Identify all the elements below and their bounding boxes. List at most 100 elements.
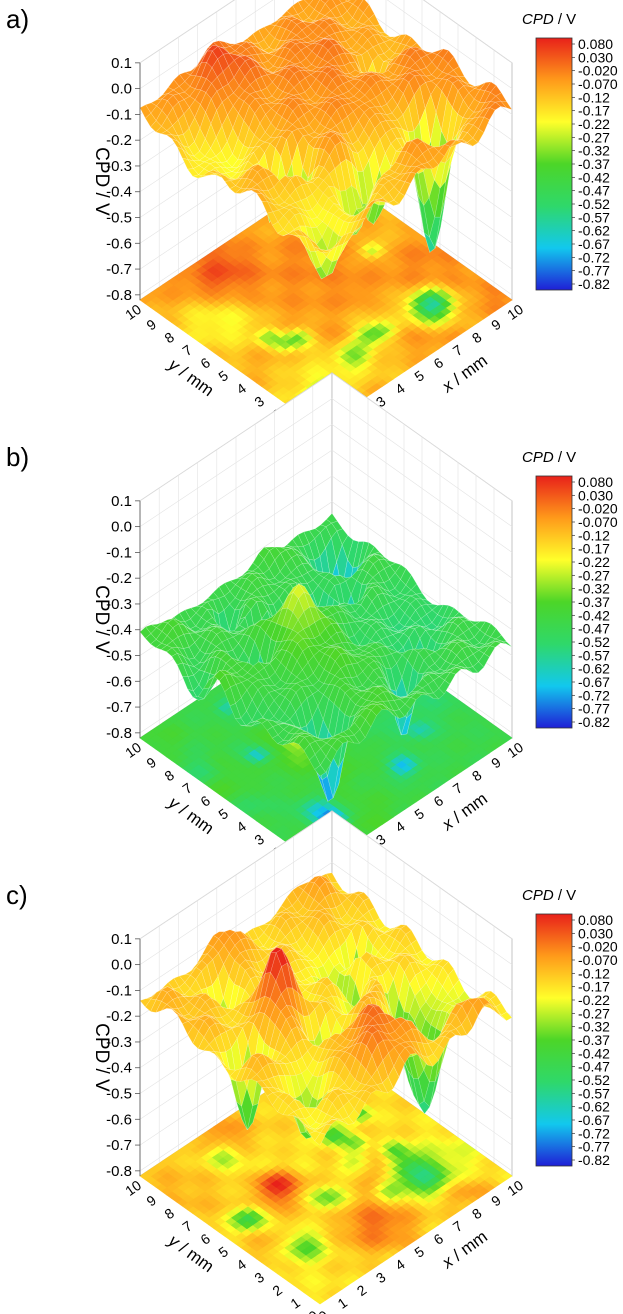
surface-cell bbox=[455, 139, 467, 144]
surface-cell bbox=[365, 615, 378, 620]
colorbar-tick-label: -0.020 bbox=[578, 63, 618, 79]
surface-cell bbox=[195, 50, 208, 68]
x-tick-label: 6 bbox=[431, 354, 447, 372]
surface-cell bbox=[495, 640, 507, 645]
surface-cell bbox=[235, 577, 247, 589]
surface-cell bbox=[339, 0, 348, 4]
z-tick-label: -0.1 bbox=[106, 544, 132, 561]
colorbar-tick-label: -0.67 bbox=[578, 674, 610, 690]
surface-cell bbox=[473, 102, 486, 113]
surface-cell bbox=[303, 232, 316, 244]
surface-cell bbox=[308, 131, 321, 139]
surface-cell bbox=[365, 709, 377, 728]
surface-cell bbox=[444, 139, 456, 147]
surface-cell bbox=[278, 46, 291, 60]
surface-cell bbox=[195, 62, 208, 77]
surface-cell bbox=[200, 61, 213, 79]
surface-cell bbox=[456, 123, 469, 141]
colorbar-tick-label: -0.070 bbox=[578, 76, 618, 92]
surface-cell bbox=[320, 0, 329, 4]
surface-cell bbox=[342, 736, 355, 744]
surface-cell bbox=[372, 582, 384, 590]
surface-cell bbox=[490, 84, 502, 97]
surface-cell bbox=[294, 212, 306, 227]
surface-cell bbox=[240, 573, 253, 579]
surface-cell bbox=[197, 687, 210, 700]
surface-cell bbox=[277, 68, 290, 78]
z-tick-label: -0.7 bbox=[106, 699, 132, 716]
surface-cell bbox=[234, 717, 247, 727]
colorbar-title: CPD / V bbox=[522, 449, 576, 466]
z-tick-label: -0.6 bbox=[106, 673, 132, 690]
colorbar-tick-label: -0.62 bbox=[578, 223, 610, 239]
surface-cell bbox=[235, 170, 248, 180]
colorbar: 0.0800.030-0.020-0.070-0.12-0.17-0.22-0.… bbox=[522, 449, 618, 730]
colorbar-tick-label: -0.72 bbox=[578, 249, 610, 265]
surface-cell bbox=[338, 605, 350, 616]
surface-cell bbox=[249, 619, 261, 627]
y-tick-label: 7 bbox=[179, 341, 195, 359]
surface-cell bbox=[222, 628, 234, 634]
colorbar: 0.0800.030-0.020-0.070-0.12-0.17-0.22-0.… bbox=[522, 11, 618, 292]
surface-cell bbox=[183, 96, 196, 108]
surface-cell bbox=[277, 229, 289, 237]
colorbar-title: CPD / V bbox=[522, 11, 576, 28]
x-axis-label: x / mm bbox=[438, 789, 491, 835]
surface-cell bbox=[331, 86, 344, 97]
surface-cell bbox=[434, 648, 447, 658]
surface-cell bbox=[374, 138, 386, 171]
surface-cell bbox=[434, 194, 447, 249]
surface-cell bbox=[346, 128, 359, 145]
surface-cell bbox=[349, 52, 363, 56]
surface-cell bbox=[323, 37, 335, 40]
surface-cell bbox=[292, 94, 306, 101]
surface-cell bbox=[199, 639, 212, 655]
surface-cell bbox=[452, 90, 464, 115]
z-axis: 0.10.0-0.1-0.2-0.3-0.4-0.5-0.6-0.7-0.8CP… bbox=[91, 55, 141, 304]
x-tick-label: 9 bbox=[488, 316, 504, 334]
colorbar-tick-label: -0.070 bbox=[578, 514, 618, 530]
surface-cell bbox=[334, 132, 348, 146]
y-axis-label: y / mm bbox=[164, 792, 217, 838]
colorbar-tick-label: -0.32 bbox=[578, 581, 610, 597]
surface-cell bbox=[266, 81, 278, 97]
surface-cell bbox=[250, 184, 264, 191]
x-tick-label: 7 bbox=[450, 779, 466, 797]
surface-cell bbox=[213, 669, 226, 681]
y-tick-label: 4 bbox=[233, 818, 249, 836]
x-axis-label: x / mm bbox=[438, 351, 491, 397]
surface-cell bbox=[262, 167, 275, 177]
surface-cell bbox=[268, 38, 281, 51]
surface-cell bbox=[237, 145, 249, 161]
surface-cell bbox=[252, 553, 265, 568]
surface-cell bbox=[431, 626, 443, 631]
surface-cell bbox=[325, 522, 338, 539]
surface-cell bbox=[256, 717, 268, 724]
surface-cell bbox=[290, 577, 303, 585]
colorbar-tick-label: 0.080 bbox=[578, 474, 613, 490]
surface-cell bbox=[392, 640, 404, 653]
z-tick-label: -0.5 bbox=[106, 648, 132, 665]
z-axis: 0.10.0-0.1-0.2-0.3-0.4-0.5-0.6-0.7-0.8CP… bbox=[91, 493, 141, 742]
y-tick-label: 5 bbox=[215, 367, 231, 385]
surface-cell bbox=[334, 141, 347, 164]
y-tick-label: 3 bbox=[251, 393, 267, 411]
colorbar-tick-label: -0.42 bbox=[578, 607, 610, 623]
surface-cell bbox=[167, 618, 179, 629]
surface-cell bbox=[196, 50, 208, 67]
x-tick-label: 7 bbox=[450, 341, 466, 359]
surface-cell bbox=[292, 1, 304, 15]
surface-cell bbox=[195, 605, 208, 618]
surface-cell bbox=[293, 234, 305, 247]
surface-cell bbox=[478, 653, 490, 668]
surface-cell bbox=[214, 161, 228, 169]
colorbar-tick-label: -0.020 bbox=[578, 501, 618, 517]
surface-cell bbox=[394, 593, 406, 600]
z-tick-label: -0.2 bbox=[106, 132, 132, 149]
z-tick-label: -0.2 bbox=[106, 570, 132, 587]
y-tick-label: 9 bbox=[143, 316, 159, 334]
surface-cell bbox=[272, 203, 285, 211]
surface-cell bbox=[363, 646, 376, 653]
z-tick-label: -0.1 bbox=[106, 106, 132, 123]
